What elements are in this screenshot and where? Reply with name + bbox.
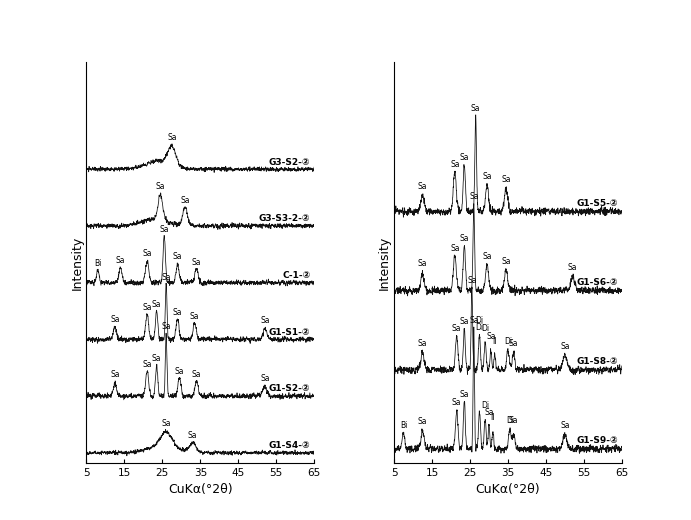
Text: Il: Il [493,337,497,346]
Text: Sa: Sa [501,257,511,266]
Text: Sa: Sa [469,316,479,324]
Text: Sa: Sa [162,272,171,281]
Text: Sa: Sa [452,398,462,407]
Text: Sa: Sa [175,367,184,376]
Text: Sa: Sa [152,354,162,362]
Text: Di: Di [481,401,489,410]
Text: G3-S2-②: G3-S2-② [269,158,310,166]
Text: G1-S9-②: G1-S9-② [576,436,618,445]
Text: G1-S6-②: G1-S6-② [576,278,618,287]
Text: Sa: Sa [560,342,569,351]
Text: Sa: Sa [192,257,201,267]
Text: Sa: Sa [486,332,495,341]
Text: Sa: Sa [188,431,198,440]
Text: Sa: Sa [568,263,577,271]
X-axis label: CuKα(°2θ): CuKα(°2θ) [168,483,233,496]
Text: G1-S5-②: G1-S5-② [576,199,618,207]
Text: Sa: Sa [190,311,200,321]
Text: Sa: Sa [173,308,182,317]
Text: Sa: Sa [160,225,169,233]
Text: Il: Il [491,413,495,422]
Text: Sa: Sa [460,153,469,162]
Text: G1-S4-②: G1-S4-② [269,441,310,450]
Text: Sa: Sa [450,243,460,253]
Text: Sa: Sa [180,196,190,205]
Y-axis label: Intensity: Intensity [70,236,84,290]
Text: Sa: Sa [260,317,269,326]
Text: Sa: Sa [469,192,479,201]
Text: Sa: Sa [173,252,182,261]
Text: Sa: Sa [162,419,171,428]
Text: Sa: Sa [560,421,569,430]
Text: Sa: Sa [509,417,518,425]
Text: Sa: Sa [152,300,162,308]
Text: Sa: Sa [110,370,120,379]
Text: Sa: Sa [501,175,511,185]
Text: Bi: Bi [94,258,102,267]
Text: Sa: Sa [460,234,469,243]
Text: Sa: Sa [471,103,480,112]
Text: Di: Di [475,323,484,332]
Text: Di: Di [475,316,484,324]
Y-axis label: Intensity: Intensity [378,236,391,290]
Text: Sa: Sa [450,160,460,169]
Text: Sa: Sa [155,183,165,191]
Text: Di: Di [481,323,489,333]
Text: Sa: Sa [192,370,201,379]
Text: Sa: Sa [484,408,493,417]
Text: Di: Di [506,417,514,425]
Text: Sa: Sa [460,390,469,399]
Text: G1-S1-②: G1-S1-② [269,328,310,336]
Text: Sa: Sa [418,183,427,191]
Text: Sa: Sa [418,418,427,426]
Text: Sa: Sa [260,374,269,383]
Text: Sa: Sa [162,322,171,331]
Text: Sa: Sa [418,339,427,348]
Text: G1-S8-②: G1-S8-② [576,357,618,366]
Text: Sa: Sa [142,360,152,369]
Text: Sa: Sa [116,256,125,265]
Text: G3-S3-2-②: G3-S3-2-② [259,214,310,223]
Text: Sa: Sa [418,259,427,268]
Text: Di: Di [504,337,512,346]
Text: G1-S2-②: G1-S2-② [269,384,310,394]
X-axis label: CuKα(°2θ): CuKα(°2θ) [475,483,540,496]
Text: Sa: Sa [452,324,462,333]
Text: Bi: Bi [400,421,407,430]
Text: Sa: Sa [467,276,477,284]
Text: Sa: Sa [509,340,518,348]
Text: Sa: Sa [142,250,152,258]
Text: Sa: Sa [110,316,120,324]
Text: Sa: Sa [167,133,177,142]
Text: Sa: Sa [460,317,469,326]
Text: Sa: Sa [142,303,152,312]
Text: C-1-②: C-1-② [282,271,310,280]
Text: Sa: Sa [482,252,492,261]
Text: Sa: Sa [482,172,492,181]
